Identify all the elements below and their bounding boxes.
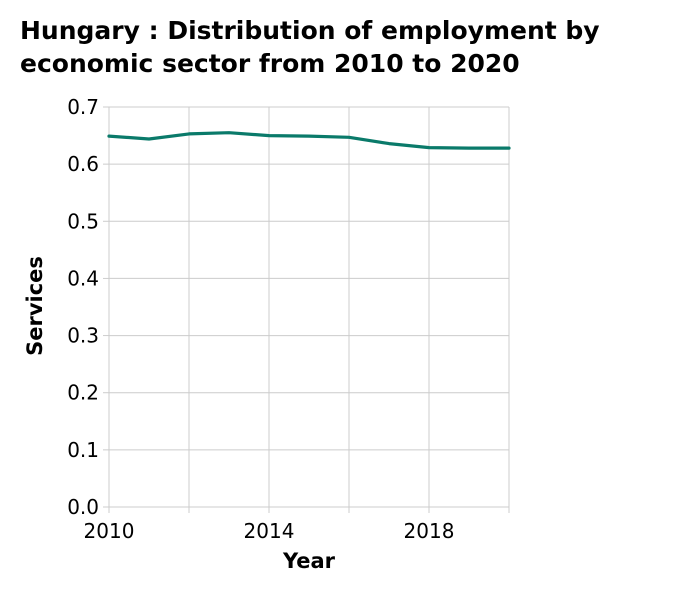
x-tick-label: 2014 <box>244 519 295 543</box>
x-tick-label: 2018 <box>404 519 455 543</box>
x-axis-label: Year <box>282 549 336 573</box>
chart-title-line-2: economic sector from 2010 to 2020 <box>20 49 520 78</box>
x-tick-label: 2010 <box>84 519 135 543</box>
y-axis-label: Services <box>23 256 47 356</box>
chart-title-line-1: Hungary : Distribution of employment by <box>20 16 600 45</box>
y-axis-ticks: 0.0 0.1 0.2 0.3 0.4 0.5 0.6 0.7 <box>67 95 99 519</box>
x-axis-ticks: 2010 2014 2018 <box>84 519 455 543</box>
grid-lines <box>103 106 510 513</box>
y-tick-label: 0.6 <box>67 152 99 176</box>
y-tick-label: 0.2 <box>67 381 99 405</box>
y-tick-label: 0.7 <box>67 95 99 119</box>
y-tick-label: 0.3 <box>67 324 99 348</box>
series-line <box>107 131 511 150</box>
y-tick-label: 0.0 <box>67 495 99 519</box>
y-tick-label: 0.4 <box>67 266 99 290</box>
y-tick-label: 0.1 <box>67 438 99 462</box>
chart-title: Hungary : Distribution of employment by … <box>20 14 690 80</box>
series-group <box>107 131 511 150</box>
y-tick-label: 0.5 <box>67 209 99 233</box>
